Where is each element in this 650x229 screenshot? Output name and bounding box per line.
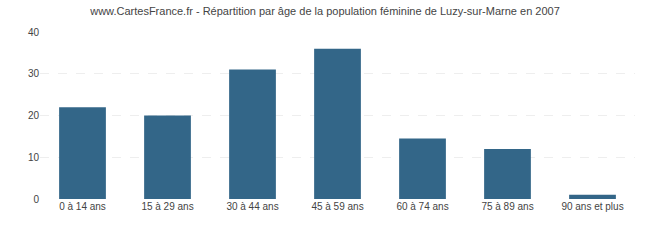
svg-text:0 à 14 ans: 0 à 14 ans [59,201,106,212]
svg-text:www.CartesFrance.fr - Répartit: www.CartesFrance.fr - Répartition par âg… [89,5,560,17]
svg-text:30: 30 [28,68,40,79]
svg-text:10: 10 [28,152,40,163]
svg-text:60 à 74 ans: 60 à 74 ans [396,201,448,212]
svg-text:30 à 44 ans: 30 à 44 ans [226,201,278,212]
svg-text:75 à 89 ans: 75 à 89 ans [481,201,533,212]
svg-text:45 à 59 ans: 45 à 59 ans [311,201,363,212]
svg-text:90 ans et plus: 90 ans et plus [561,201,623,212]
svg-text:20: 20 [28,110,40,121]
svg-text:15 à 29 ans: 15 à 29 ans [141,201,193,212]
svg-text:0: 0 [33,194,39,205]
svg-text:40: 40 [28,27,40,38]
